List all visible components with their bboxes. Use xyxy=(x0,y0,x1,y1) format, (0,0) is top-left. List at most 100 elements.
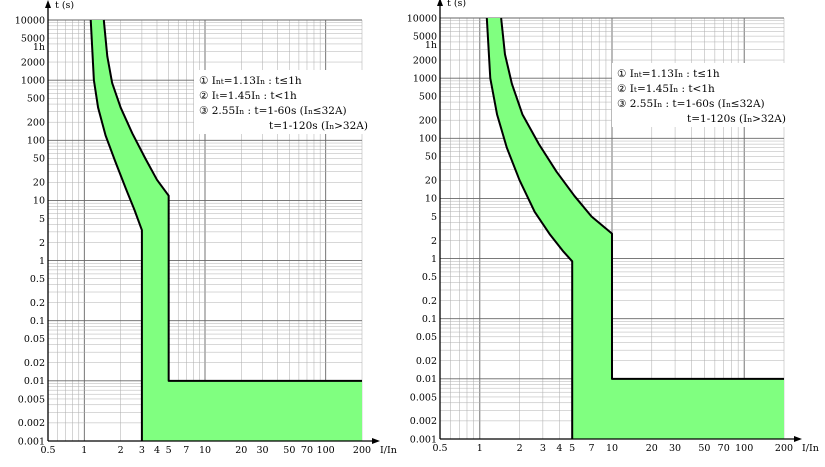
y-tick-label: 0.05 xyxy=(416,332,437,343)
y-tick-label: 10 xyxy=(425,194,437,205)
y-tick-label: 5 xyxy=(39,214,45,225)
y-axis-arrow xyxy=(45,0,51,8)
y-tick-label: 0.1 xyxy=(422,314,437,325)
x-tick-label: 5 xyxy=(166,445,172,456)
x-tick-label: 20 xyxy=(235,445,247,456)
lower-boundary-curve xyxy=(89,19,143,441)
y-tick-label: 0.2 xyxy=(30,298,45,309)
x-tick-label: 100 xyxy=(317,445,335,456)
x-tick-label: 50 xyxy=(698,443,710,454)
x-tick-label: 50 xyxy=(283,445,295,456)
x-tick-label: 7 xyxy=(588,443,594,454)
y-tick-label: 1h xyxy=(425,40,437,51)
x-tick-label: 1 xyxy=(477,443,483,454)
x-axis-label: I/In xyxy=(802,443,819,454)
y-tick-label: 1 xyxy=(39,256,45,267)
y-tick-label: 1 xyxy=(431,254,437,265)
y-tick-label: 0.5 xyxy=(422,272,437,283)
y-tick-label: 20 xyxy=(425,176,437,187)
annotation-line-2: ② It=1.45In : t<1h xyxy=(199,90,297,102)
y-tick-label: 2 xyxy=(39,238,45,249)
upper-boundary-curve xyxy=(102,19,362,382)
x-axis-label: I/In xyxy=(380,445,397,456)
chart-2: 0.5 1 2 3 4 5 7 10 20 30 50 70 100 2001000050001h2000… xyxy=(407,0,819,454)
y-axis-label: t (s) xyxy=(447,0,466,9)
x-tick-label: 4 xyxy=(154,445,160,456)
x-tick-label: 0.5 xyxy=(40,445,55,456)
annotation-line-2: ② It=1.45In : t<1h xyxy=(617,83,715,95)
y-tick-label: 1h xyxy=(33,42,45,53)
y-tick-label: 0.1 xyxy=(30,316,45,327)
x-tick-label: 5 xyxy=(569,443,575,454)
x-tick-label: 4 xyxy=(556,443,562,454)
y-tick-label: 0.001 xyxy=(410,434,437,445)
lower-boundary-curve xyxy=(485,17,574,439)
x-tick-label: 3 xyxy=(139,445,145,456)
y-tick-label: 5000 xyxy=(21,33,45,44)
y-tick-label: 2000 xyxy=(21,57,45,68)
y-tick-label: 0.2 xyxy=(422,296,437,307)
x-tick-label: 1 xyxy=(81,445,87,456)
y-axis-label: t (s) xyxy=(55,0,74,11)
y-tick-label: 0.02 xyxy=(24,358,45,369)
y-tick-label: 200 xyxy=(27,117,45,128)
x-axis-arrow xyxy=(372,438,380,444)
y-tick-label: 0.002 xyxy=(410,416,437,427)
y-tick-label: 0.5 xyxy=(30,274,45,285)
annotation-line-1: ① Int=1.13In : t≤1h xyxy=(617,68,720,80)
x-tick-label: 10 xyxy=(606,443,618,454)
y-tick-label: 50 xyxy=(33,154,45,165)
annotation-line-3: ③ 2.55In : t=1-60s (In≤32A) xyxy=(199,105,347,117)
y-tick-label: 0.01 xyxy=(24,376,45,387)
annotation-line-4: t=1-120s (In>32A) xyxy=(687,113,786,125)
x-tick-label: 200 xyxy=(353,445,371,456)
y-axis-arrow xyxy=(437,0,443,6)
annotation-box: ① Int=1.13In : t≤1h ② It=1.45In : t<1h ③ 2… xyxy=(612,63,788,127)
y-tick-label: 1000 xyxy=(413,73,437,84)
y-tick-label: 1000 xyxy=(21,75,45,86)
y-tick-label: 10000 xyxy=(407,13,437,24)
y-tick-label: 2000 xyxy=(413,55,437,66)
x-tick-label: 30 xyxy=(257,445,269,456)
x-tick-label: 30 xyxy=(669,443,681,454)
y-tick-label: 5000 xyxy=(413,31,437,42)
y-tick-label: 5 xyxy=(431,212,437,223)
annotation-line-4: t=1-120s (In>32A) xyxy=(269,120,368,132)
y-tick-label: 0.001 xyxy=(18,436,45,447)
y-tick-label: 0.005 xyxy=(410,392,437,403)
y-tick-label: 10 xyxy=(33,196,45,207)
annotation-line-1: ① Int=1.13In : t≤1h xyxy=(199,75,302,87)
x-tick-label: 2 xyxy=(118,445,124,456)
trip-band-fill xyxy=(90,20,362,441)
y-tick-label: 0.02 xyxy=(416,356,437,367)
annotation-background xyxy=(612,63,788,127)
x-tick-label: 200 xyxy=(775,443,793,454)
y-tick-label: 0.01 xyxy=(416,374,437,385)
y-tick-label: 100 xyxy=(27,136,45,147)
x-tick-label: 20 xyxy=(646,443,658,454)
annotation-line-3: ③ 2.55In : t=1-60s (In≤32A) xyxy=(617,98,765,110)
y-tick-label: 10000 xyxy=(15,15,45,26)
x-tick-label: 2 xyxy=(517,443,523,454)
y-tick-label: 0.005 xyxy=(18,394,45,405)
y-tick-label: 500 xyxy=(27,94,45,105)
x-tick-label: 7 xyxy=(183,445,189,456)
x-tick-label: 3 xyxy=(540,443,546,454)
y-tick-label: 200 xyxy=(419,115,437,126)
y-tick-label: 100 xyxy=(419,134,437,145)
y-tick-label: 0.05 xyxy=(24,334,45,345)
y-tick-label: 50 xyxy=(425,152,437,163)
x-tick-label: 10 xyxy=(199,445,211,456)
chart-1: 0.5 1 2 3 4 5 7 10 20 30 50 70 100 2001000050001h2000… xyxy=(15,0,397,456)
y-tick-label: 2 xyxy=(431,236,437,247)
y-tick-label: 0.002 xyxy=(18,418,45,429)
x-tick-label: 0.5 xyxy=(432,443,447,454)
x-tick-label: 100 xyxy=(735,443,753,454)
y-tick-label: 20 xyxy=(33,178,45,189)
y-tick-label: 500 xyxy=(419,92,437,103)
annotation-background xyxy=(194,70,370,134)
x-tick-label: 70 xyxy=(301,445,313,456)
x-axis-arrow xyxy=(794,436,802,442)
annotation-box: ① Int=1.13In : t≤1h ② It=1.45In : t<1h ③ 2… xyxy=(194,70,370,134)
